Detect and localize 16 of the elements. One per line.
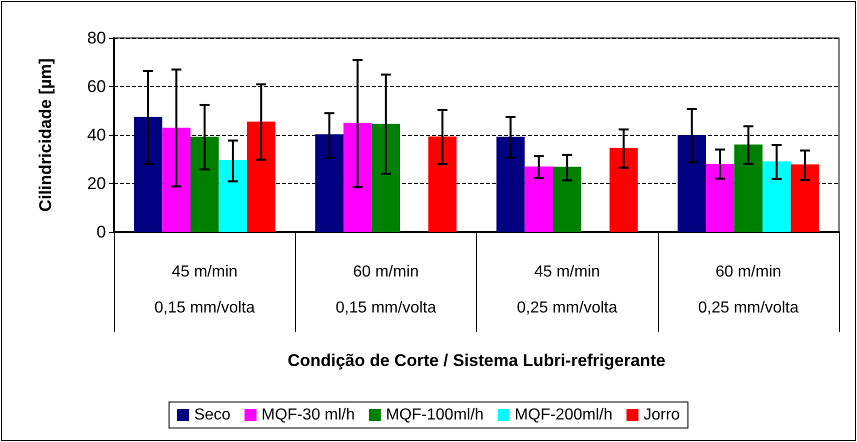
y-tick-label: 20 [87, 174, 106, 193]
x-tick-label: 45 m/min 0,25 mm/volta [516, 264, 618, 316]
y-tick-label: 40 [87, 126, 106, 144]
legend-label: MQF-30 ml/h [262, 406, 355, 424]
legend-label: Seco [194, 406, 231, 424]
legend-label: MQF-200ml/h [514, 406, 612, 424]
legend-label: MQF-100ml/h [386, 406, 484, 424]
x-tick-label: 45 m/min 0,15 mm/volta [154, 264, 255, 316]
legend-label: Jorro [643, 406, 680, 424]
y-tick-label: 60 [87, 77, 106, 96]
x-tick-label: 60 m/min 0,15 mm/volta [336, 264, 436, 316]
y-tick-label: 0 [96, 222, 106, 242]
y-axis-title: Cilindricidade [µm] [36, 58, 55, 212]
y-tick-label: 80 [87, 28, 106, 48]
x-axis-title: Condição de Corte / Sistema Lubri-refrigerante [288, 351, 666, 370]
x-tick-label: 60 m/min 0,25 mm/volta [698, 264, 799, 316]
